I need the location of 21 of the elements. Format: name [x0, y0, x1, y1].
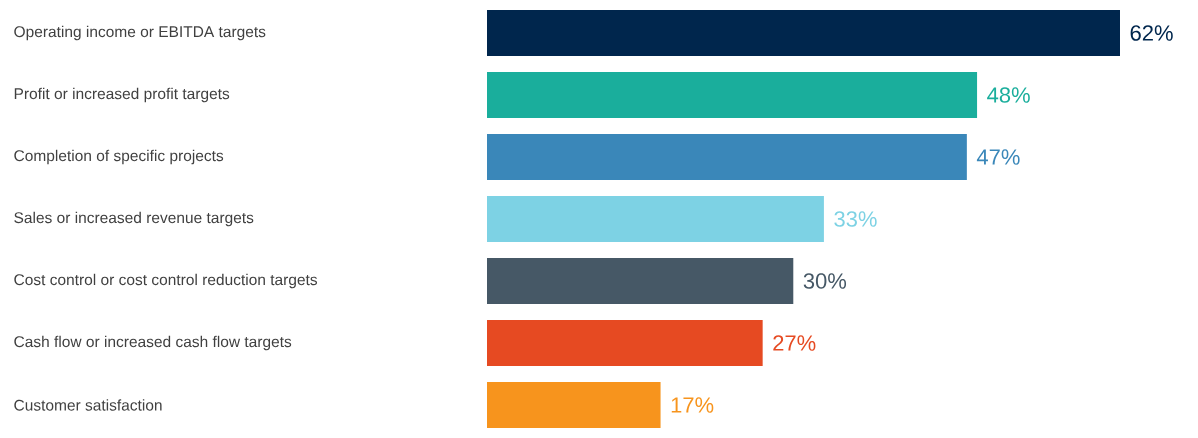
- data-label: 30%: [803, 273, 847, 289]
- y-tick-label: Profit or increased profit targets: [14, 87, 230, 103]
- y-tick-label: Customer satisfaction: [14, 399, 162, 411]
- bar: [487, 381, 661, 428]
- y-tick-label: Cash flow or increased cash flow targets: [14, 335, 292, 351]
- data-label: 47%: [976, 149, 1020, 165]
- y-tick-label: Completion of specific projects: [14, 149, 224, 165]
- y-tick-label: Sales or increased revenue targets: [14, 211, 254, 227]
- bar: [487, 72, 978, 118]
- data-label: 48%: [987, 87, 1030, 103]
- bar: [487, 195, 824, 242]
- data-label: 62%: [1130, 25, 1173, 41]
- bar: [487, 134, 967, 180]
- data-label: 27%: [773, 335, 816, 351]
- data-label: 17%: [671, 397, 714, 413]
- y-tick-label: Cost control or cost control reduction targets: [14, 273, 318, 289]
- y-tick-label: Operating income or EBITDA targets: [14, 25, 266, 41]
- bar: [487, 10, 1120, 56]
- bar: [487, 257, 794, 304]
- data-label: 33%: [834, 211, 877, 227]
- bar: [487, 319, 763, 366]
